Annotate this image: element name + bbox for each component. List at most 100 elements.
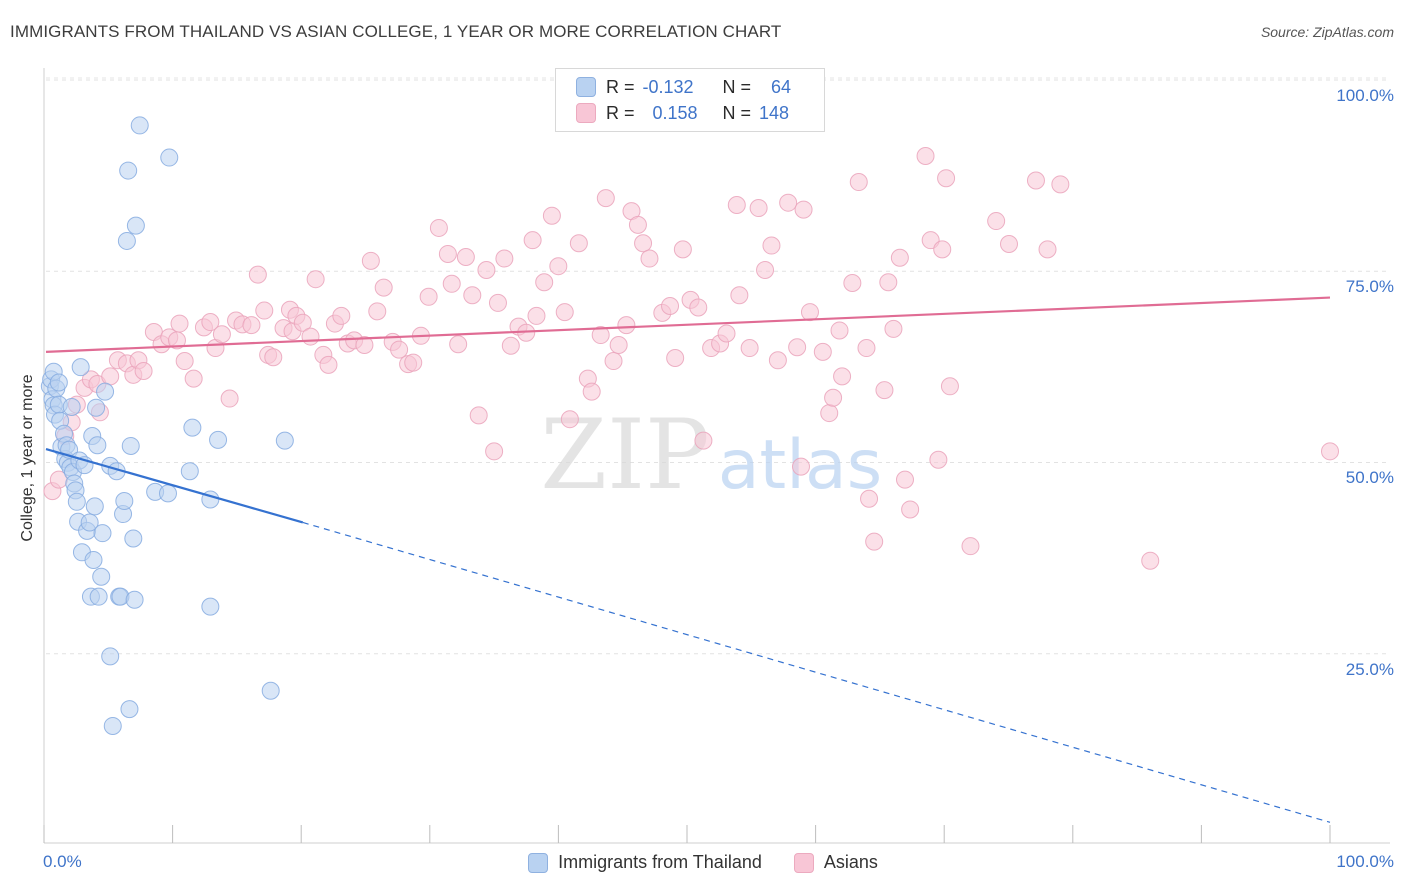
data-point — [134, 361, 153, 380]
data-point — [501, 336, 520, 355]
chart-title: IMMIGRANTS FROM THAILAND VS ASIAN COLLEG… — [10, 22, 782, 41]
data-point — [628, 215, 647, 234]
data-point — [794, 200, 813, 219]
data-point — [569, 234, 588, 253]
legend-label-thailand: Immigrants from Thailand — [558, 852, 762, 872]
data-point — [591, 326, 610, 345]
data-point — [756, 261, 775, 280]
data-point — [1026, 171, 1045, 190]
data-point — [355, 335, 374, 354]
data-point — [890, 248, 909, 267]
data-point — [264, 348, 283, 367]
data-point — [820, 404, 839, 423]
data-point — [609, 335, 628, 354]
y-tick-75: 75.0% — [1345, 277, 1394, 296]
data-point — [306, 270, 325, 289]
data-point — [527, 306, 546, 325]
data-point — [694, 431, 713, 450]
legend-item-thailand: Immigrants from Thailand — [528, 852, 762, 873]
data-point — [469, 406, 488, 425]
data-point — [762, 236, 781, 255]
data-point — [119, 161, 138, 180]
data-point — [730, 286, 749, 305]
data-point — [361, 251, 380, 270]
legend-r-label: R = — [606, 76, 635, 97]
data-point — [301, 327, 320, 346]
legend-r-value: 0.158 — [652, 102, 698, 123]
data-point — [115, 492, 134, 511]
asians-points — [43, 147, 1339, 570]
trend-line-asians — [45, 296, 1331, 353]
data-point — [438, 244, 457, 263]
data-point — [319, 355, 338, 374]
data-point — [901, 500, 920, 519]
data-point — [833, 367, 852, 386]
data-point — [535, 273, 554, 292]
data-point — [1141, 551, 1160, 570]
legend-r-label: R = — [606, 102, 635, 123]
data-point — [85, 497, 104, 516]
data-point — [88, 436, 107, 455]
data-point — [103, 716, 122, 735]
data-point — [429, 218, 448, 237]
data-point — [124, 529, 143, 548]
trend-line-thailand — [45, 447, 304, 524]
data-point — [184, 369, 203, 388]
data-point — [117, 231, 136, 250]
data-point — [791, 457, 810, 476]
y-tick-100: 100.0% — [1336, 86, 1394, 105]
legend-item-asians: Asians — [793, 852, 878, 873]
data-point — [220, 389, 239, 408]
data-point — [71, 358, 90, 377]
data-point — [495, 249, 514, 268]
data-point — [160, 148, 179, 167]
data-point — [242, 316, 261, 335]
y-tick-50: 50.0% — [1345, 468, 1394, 487]
data-point — [555, 303, 574, 322]
data-point — [824, 388, 843, 407]
data-point — [255, 301, 274, 320]
data-point — [84, 550, 103, 569]
data-point — [442, 274, 461, 293]
data-point — [582, 382, 601, 401]
legend-row-thailand: R = -0.132 N = 64 — [576, 75, 791, 99]
data-point — [884, 319, 903, 338]
data-point — [93, 524, 112, 543]
data-point — [768, 351, 787, 370]
data-point — [201, 597, 220, 616]
data-point — [604, 352, 623, 371]
data-point — [727, 195, 746, 214]
data-point — [488, 293, 507, 312]
data-point — [673, 240, 692, 259]
x-tick-0: 0.0% — [43, 852, 82, 871]
data-point — [879, 273, 898, 292]
data-point — [87, 398, 106, 417]
data-point — [1051, 175, 1070, 194]
data-point — [332, 306, 351, 325]
data-point — [180, 462, 199, 481]
data-point — [634, 234, 653, 253]
data-point — [96, 382, 115, 401]
data-point — [937, 169, 956, 188]
data-point — [560, 410, 579, 429]
data-point — [49, 373, 68, 392]
chart-source: Source: ZipAtlas.com — [1260, 24, 1394, 40]
data-point — [248, 265, 267, 284]
data-point — [940, 377, 959, 396]
data-point — [183, 418, 202, 437]
legend-n-label: N = — [722, 102, 752, 123]
data-point — [449, 335, 468, 354]
axes — [43, 68, 1390, 844]
data-point — [158, 484, 177, 503]
data-point — [456, 248, 475, 267]
data-point — [261, 681, 280, 700]
data-point — [717, 324, 736, 343]
data-point — [875, 381, 894, 400]
data-point — [201, 313, 220, 332]
data-point — [125, 590, 144, 609]
data-point — [961, 537, 980, 556]
data-point — [485, 442, 504, 461]
legend-n-value: 64 — [771, 76, 792, 97]
data-point — [170, 314, 189, 333]
